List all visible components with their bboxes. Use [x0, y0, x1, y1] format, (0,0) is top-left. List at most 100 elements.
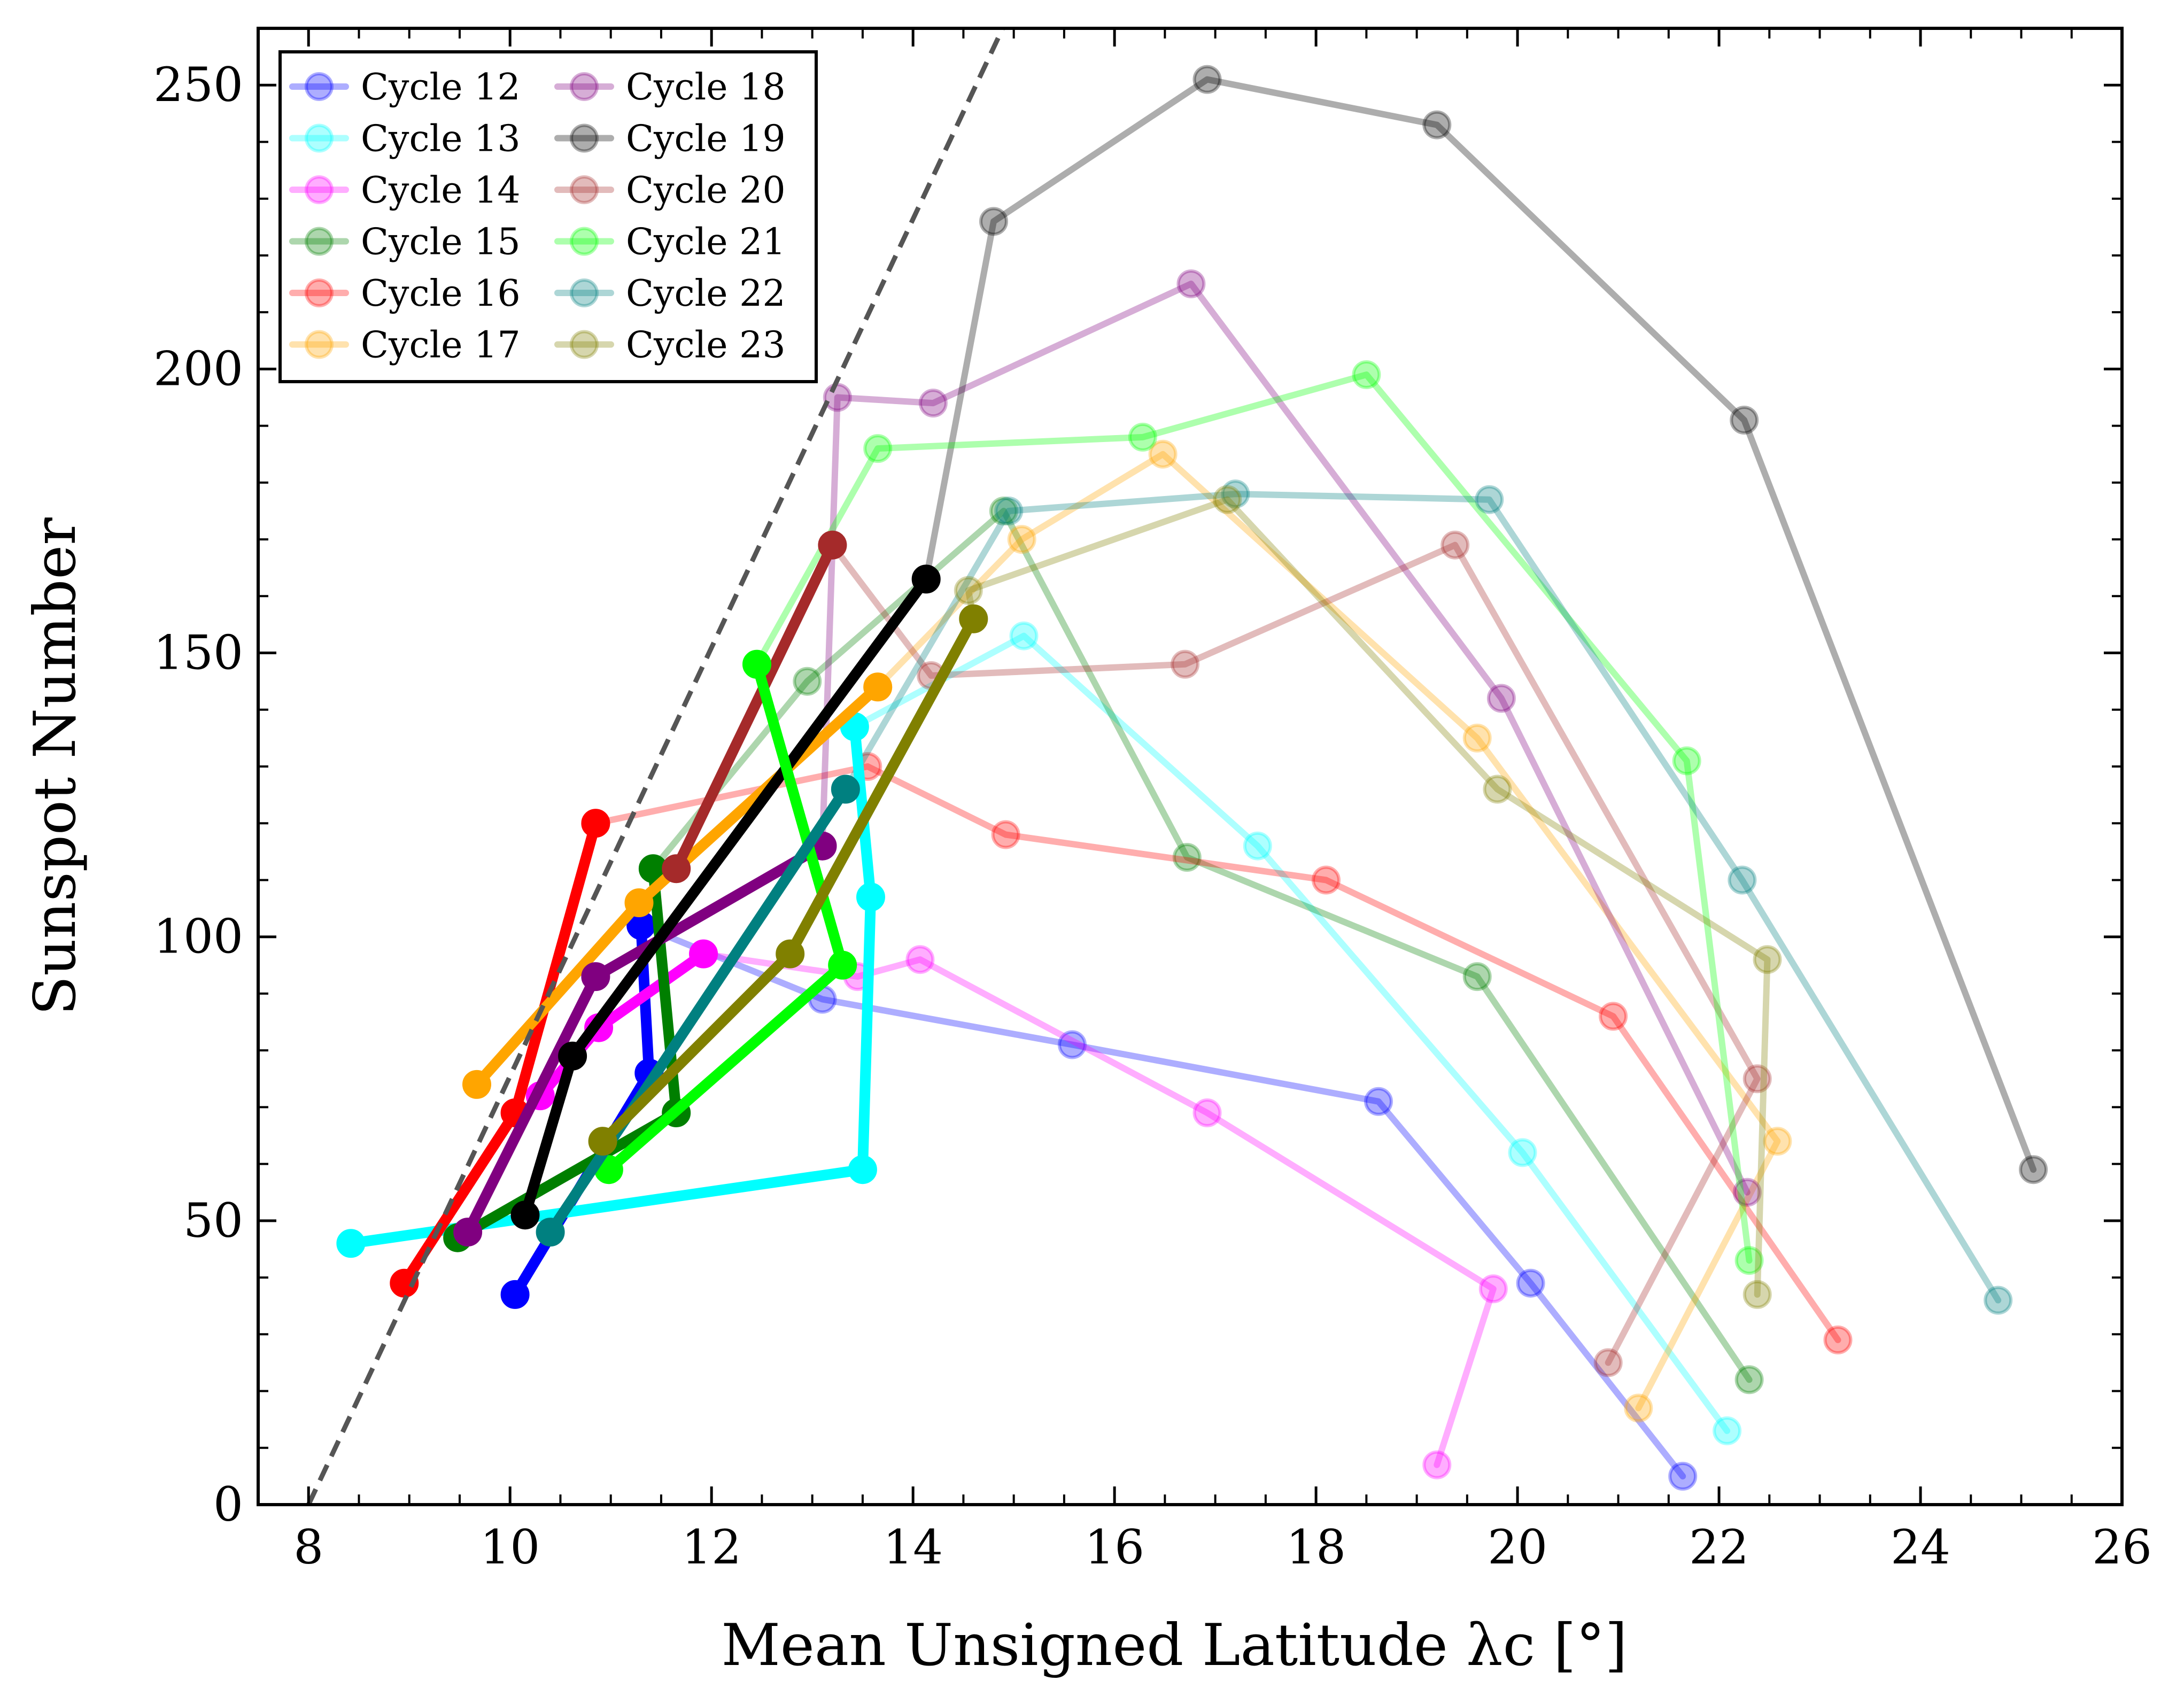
cycle-21-falling-point: [1128, 422, 1157, 452]
legend-entry-cycle-12: Cycle 12: [289, 66, 521, 109]
cycle-21-rising-point: [742, 649, 771, 679]
y-tick-label: 200: [153, 341, 243, 396]
cycle-19-falling-point: [1192, 65, 1222, 94]
cycle-12-falling-point: [1364, 1087, 1393, 1116]
cycle-20-falling-point: [1593, 1348, 1623, 1377]
cycle-14-falling-point: [905, 945, 935, 974]
cycle-15-falling-point: [793, 667, 822, 696]
legend-swatch-marker: [570, 330, 599, 359]
cycle-13-falling-point: [1508, 1138, 1537, 1167]
legend-entry-cycle-13: Cycle 13: [289, 118, 521, 160]
legend-label: Cycle 23: [626, 324, 786, 367]
legend-label: Cycle 21: [626, 221, 786, 264]
legend-entry-cycle-17: Cycle 17: [289, 324, 521, 367]
cycle-21-falling-point: [1352, 360, 1381, 389]
cycle-18-rising-point: [453, 1218, 483, 1247]
cycle-19-rising-point: [558, 1041, 587, 1071]
cycle-20-falling-point: [1440, 530, 1470, 560]
legend-swatch-marker: [570, 123, 599, 153]
axes: 8 10 12 14 16 18 20 22 24 26 0 50 100 150 200 250: [153, 27, 2152, 1575]
legend-swatch-marker: [570, 278, 599, 307]
cycle-19-falling-point: [2019, 1155, 2048, 1184]
cycle-13-rising-point: [856, 882, 885, 912]
legend-swatch-marker: [305, 72, 334, 101]
reference-dashed-line-group: [306, 27, 1005, 1506]
cycle-20-rising-point: [818, 530, 847, 560]
cycle-19-rising-point: [911, 564, 941, 594]
cycle-21-falling-point: [1672, 746, 1701, 776]
legend-label: Cycle 14: [361, 169, 521, 212]
cycle-21-falling-line: [754, 371, 1753, 1264]
legend-swatch-marker: [570, 72, 599, 101]
rising-phase-lines: [336, 530, 988, 1309]
cycle-20-rising-line: [671, 539, 838, 874]
cycle-22-falling-point: [1221, 479, 1250, 509]
cycle-20-falling-line: [829, 541, 1761, 1366]
cycle-19-falling-point: [1422, 110, 1452, 140]
x-tick-label: 24: [1891, 1520, 1950, 1575]
cycle-19-rising-point: [510, 1200, 540, 1230]
cycle-20-falling-point: [1742, 1064, 1772, 1094]
cycle-23-falling-line: [965, 496, 1771, 1298]
cycle-22-rising-point: [536, 1218, 565, 1247]
legend-swatch-marker: [305, 227, 334, 256]
cycle-16-falling-point: [1312, 865, 1341, 895]
cycle-18-falling-point: [1732, 1178, 1762, 1207]
cycle-21-falling-point: [1734, 1246, 1764, 1275]
legend-entry-cycle-21: Cycle 21: [554, 221, 786, 264]
x-tick-label: 14: [883, 1520, 943, 1575]
cycle-12-falling-point: [1668, 1461, 1698, 1491]
legend-label: Cycle 16: [361, 273, 521, 315]
x-tick-label: 18: [1286, 1520, 1346, 1575]
legend-swatch-marker: [570, 227, 599, 256]
x-tick-label: 26: [2092, 1520, 2152, 1575]
cycle-13-falling-line: [851, 632, 1731, 1434]
cycle-22-rising-point: [831, 774, 860, 804]
cycle-12-falling-point: [1058, 1030, 1087, 1059]
y-tick-label: 150: [153, 625, 243, 680]
reference-dashed-line: [306, 27, 1005, 1506]
cycle-23-falling-point: [1213, 485, 1242, 514]
x-tick-label: 8: [293, 1520, 323, 1575]
y-tick-label: 100: [153, 909, 243, 964]
cycle-23-rising-point: [588, 1127, 617, 1156]
cycle-19-falling-point: [1730, 406, 1759, 435]
cycle-22-falling-point: [1475, 485, 1504, 514]
cycle-14-falling-point: [1192, 1098, 1222, 1127]
cycle-18-falling-point: [1176, 269, 1206, 298]
cycle-22-falling-point: [1984, 1285, 2013, 1315]
legend: Cycle 12 Cycle 13 Cycle 14 Cycle 15 Cycle 16…: [278, 50, 818, 383]
cycle-17-falling-point: [1624, 1393, 1653, 1423]
legend-label: Cycle 17: [361, 324, 521, 367]
cycle-22-falling-line: [842, 491, 2002, 1304]
cycle-15-falling-line: [649, 508, 1753, 1383]
cycle-16-falling-point: [1599, 1002, 1628, 1031]
y-axis-title: Sunspot Number: [22, 517, 89, 1016]
cycle-23-falling-point: [1483, 774, 1512, 804]
x-tick-label: 16: [1085, 1520, 1144, 1575]
legend-entry-cycle-14: Cycle 14: [289, 169, 521, 212]
legend-entry-cycle-18: Cycle 18: [554, 66, 786, 109]
cycle-12-rising-point: [500, 1280, 530, 1309]
cycle-16-falling-point: [1823, 1325, 1853, 1354]
legend-entry-cycle-19: Cycle 19: [554, 118, 786, 160]
legend-label: Cycle 22: [626, 273, 786, 315]
x-axis-title: Mean Unsigned Latitude λc [°]: [721, 1612, 1627, 1679]
cycle-18-rising-point: [581, 962, 610, 992]
falling-phase-lines: [581, 65, 2048, 1491]
legend-entry-cycle-23: Cycle 23: [554, 324, 786, 367]
cycle-17-rising-point: [863, 672, 893, 702]
cycle-22-falling-point: [1728, 865, 1757, 895]
x-tick-label: 22: [1689, 1520, 1749, 1575]
cycle-12-falling-line: [638, 922, 1686, 1480]
legend-label: Cycle 20: [626, 169, 786, 212]
cycle-13-falling-point: [1009, 621, 1039, 650]
cycle-21-falling-point: [863, 434, 893, 463]
cycle-16-rising-point: [581, 809, 610, 838]
x-tick-label: 20: [1488, 1520, 1547, 1575]
legend-entry-cycle-22: Cycle 22: [554, 273, 786, 315]
cycle-19-falling-point: [979, 207, 1008, 236]
cycle-23-falling-point: [1753, 945, 1782, 974]
cycle-14-falling-point: [1478, 1274, 1508, 1304]
